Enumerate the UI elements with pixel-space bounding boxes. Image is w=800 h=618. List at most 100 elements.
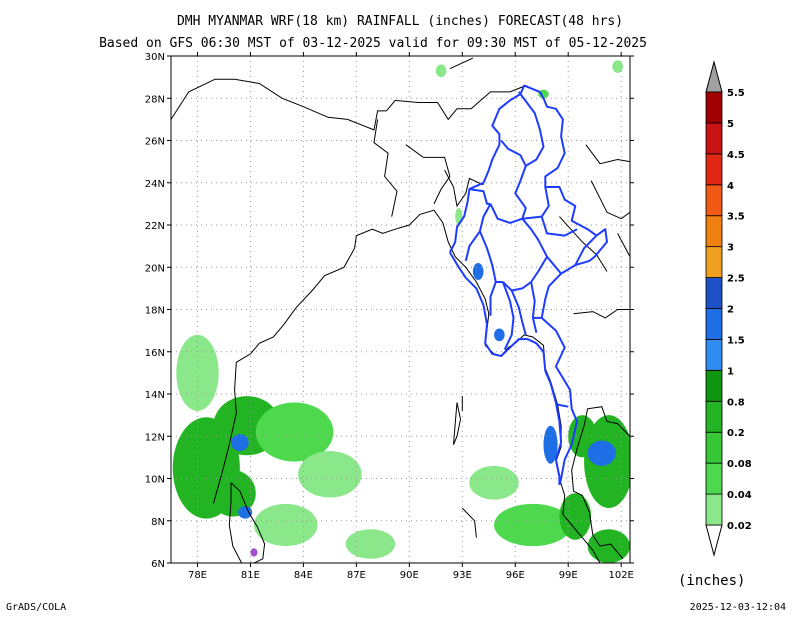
colorbar-bin bbox=[705, 339, 723, 371]
colorbar-bin bbox=[705, 246, 723, 278]
coastline bbox=[461, 507, 477, 538]
region-boundary bbox=[546, 256, 562, 275]
coastline bbox=[571, 406, 630, 560]
lon-tick-label: 78E bbox=[188, 570, 207, 581]
rain-patch bbox=[345, 529, 396, 559]
lat-tick-label: 26N bbox=[145, 137, 165, 148]
myanmar-boundaries bbox=[449, 84, 608, 486]
rain-patch bbox=[255, 402, 334, 462]
colorbar-bin bbox=[705, 308, 723, 340]
coastline bbox=[559, 216, 608, 272]
region-boundary bbox=[449, 84, 541, 253]
map-axes: 6N 8N 10N 12N 14N 16N 18N 20N 22N 24N 26N 28N 30N 78E… bbox=[145, 52, 634, 581]
coastline bbox=[573, 309, 630, 319]
region-boundary bbox=[502, 218, 548, 292]
lon-tick-label: 90E bbox=[400, 570, 419, 581]
colorbar-bin bbox=[705, 184, 723, 217]
rain-patch bbox=[231, 434, 249, 452]
chart-title: DMH MYANMAR WRF(18 km) RAINFALL (inches)… bbox=[176, 14, 624, 29]
lat-tick-label: 6N bbox=[151, 559, 165, 570]
rain-patch bbox=[587, 440, 616, 466]
rain-patch bbox=[253, 503, 318, 547]
coastline bbox=[373, 119, 398, 217]
footer-software-label: GrADS/COLA bbox=[6, 602, 67, 613]
coastline bbox=[228, 482, 266, 563]
footer-timestamp: 2025-12-03-12:04 bbox=[689, 602, 786, 613]
lon-tick-label: 87E bbox=[347, 570, 366, 581]
lat-tick-label: 24N bbox=[145, 179, 165, 190]
coastline bbox=[405, 144, 451, 205]
rain-patch bbox=[469, 465, 519, 500]
colorbar-bin bbox=[705, 91, 723, 124]
rain-patch bbox=[559, 493, 592, 540]
region-boundary bbox=[489, 281, 497, 316]
lon-tick-label: 96E bbox=[506, 570, 525, 581]
lat-tick-label: 18N bbox=[145, 306, 165, 317]
rain-patch bbox=[587, 529, 630, 563]
rain-patch bbox=[435, 64, 447, 78]
colorbar: 0.02 0.04 0.08 0.2 0.8 1 1.5 2 2.5 3 3.5 4 4.5 5 5.5 bbox=[705, 60, 752, 557]
rain-patch bbox=[494, 503, 572, 547]
region-boundary bbox=[557, 403, 569, 408]
colorbar-bin bbox=[705, 277, 723, 309]
coastline bbox=[585, 144, 630, 165]
lat-tick-label: 14N bbox=[145, 390, 165, 401]
region-boundary bbox=[539, 91, 608, 486]
colorbar-bin bbox=[705, 122, 723, 155]
colorbar-label: 0.02 bbox=[727, 521, 752, 532]
rain-patch bbox=[250, 548, 258, 557]
lat-tick-label: 30N bbox=[145, 52, 165, 63]
region-boundary bbox=[530, 281, 538, 333]
region-boundary bbox=[501, 281, 515, 351]
region-boundary bbox=[469, 188, 491, 205]
region-boundary bbox=[500, 91, 545, 167]
lat-tick-label: 8N bbox=[151, 517, 165, 528]
rainfall-layer bbox=[172, 60, 630, 563]
colorbar-label: 5.5 bbox=[727, 88, 745, 99]
colorbar-label: 1.5 bbox=[727, 335, 745, 346]
rain-patch bbox=[238, 505, 253, 519]
region-boundary bbox=[510, 290, 527, 336]
coastline bbox=[453, 402, 462, 445]
colorbar-label: 0.8 bbox=[727, 397, 745, 408]
lat-tick-label: 12N bbox=[145, 432, 165, 443]
rain-patch bbox=[472, 263, 484, 280]
coastline bbox=[444, 169, 484, 208]
colorbar-label: 5 bbox=[727, 119, 734, 130]
rain-patch bbox=[176, 334, 219, 411]
colorbar-label: 4 bbox=[727, 181, 734, 192]
coastline bbox=[171, 78, 539, 131]
colorbar-bin bbox=[705, 215, 723, 248]
colorbar-label: 0.04 bbox=[727, 490, 752, 501]
rain-patch bbox=[298, 451, 362, 498]
colorbar-label: 2.5 bbox=[727, 274, 745, 285]
colorbar-label: 0.08 bbox=[727, 459, 752, 470]
region-boundary bbox=[464, 230, 481, 262]
colorbar-bin bbox=[705, 431, 723, 464]
coastline bbox=[590, 180, 630, 220]
colorbar-bin bbox=[705, 153, 723, 186]
lon-tick-label: 99E bbox=[559, 570, 578, 581]
colorbar-label: 1 bbox=[727, 366, 734, 377]
region-boundary bbox=[574, 234, 598, 266]
lon-tick-label: 81E bbox=[241, 570, 260, 581]
colorbar-units-label: (inches) bbox=[678, 573, 746, 589]
colorbar-bin bbox=[705, 400, 723, 433]
region-boundary bbox=[489, 165, 527, 224]
colorbar-label: 3 bbox=[727, 243, 734, 254]
lat-tick-label: 22N bbox=[145, 221, 165, 232]
coastline bbox=[449, 57, 474, 70]
lon-tick-label: 84E bbox=[294, 570, 313, 581]
coastline bbox=[617, 233, 630, 257]
colorbar-label: 0.2 bbox=[727, 428, 745, 439]
colorbar-bin bbox=[705, 369, 723, 402]
region-boundary bbox=[540, 186, 578, 237]
lat-tick-label: 28N bbox=[145, 94, 165, 105]
colorbar-bin bbox=[705, 462, 723, 495]
chart-subtitle: Based on GFS 06:30 MST of 03-12-2025 val… bbox=[99, 36, 647, 51]
lon-tick-label: 102E bbox=[608, 570, 633, 581]
colorbar-bottom-triangle bbox=[705, 524, 723, 557]
lat-tick-label: 16N bbox=[145, 348, 165, 359]
lat-tick-label: 10N bbox=[145, 475, 165, 486]
